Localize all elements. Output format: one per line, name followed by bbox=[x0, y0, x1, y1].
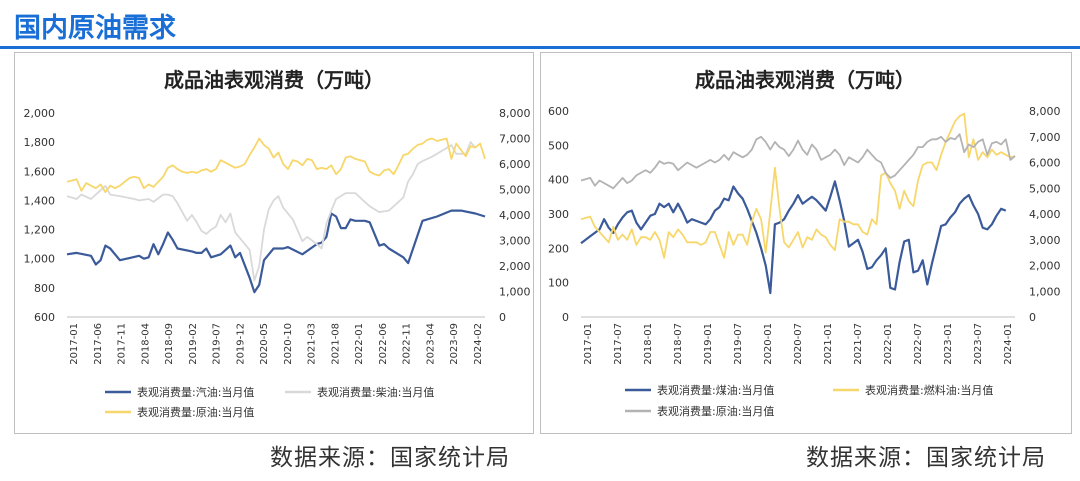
right-chart-ytick-right: 2,000 bbox=[1029, 260, 1061, 273]
right-chart-xtick: 2020-01 bbox=[763, 323, 774, 365]
left-chart-ytick-left: 1,600 bbox=[24, 165, 56, 178]
left-chart-series-3-line bbox=[66, 137, 486, 194]
right-chart-ytick-right: 0 bbox=[1029, 311, 1036, 324]
left-chart-ytick-right: 2,000 bbox=[499, 260, 531, 273]
left-chart-xtick: 2022-11 bbox=[402, 323, 413, 365]
title-rule bbox=[0, 46, 1080, 49]
right-chart-ytick-left: 100 bbox=[548, 277, 569, 290]
left-chart-series-2-line bbox=[66, 141, 477, 282]
right-chart-ytick-left: 500 bbox=[548, 139, 569, 152]
right-chart-series-3-line bbox=[580, 133, 1016, 190]
chart-panel-left: 成品油表观消费（万吨） 600 800 1,000 1,200 1,400 1,600 1,8… bbox=[14, 52, 534, 434]
left-chart-ytick-right: 1,000 bbox=[499, 286, 531, 299]
left-chart-xtick: 2018-09 bbox=[164, 323, 175, 365]
left-chart-ytick-left: 1,000 bbox=[24, 253, 56, 266]
left-chart-xtick: 2022-06 bbox=[378, 323, 389, 365]
left-chart-legend-label-3: 表观消费量:原油:当月值 bbox=[137, 405, 254, 419]
right-chart-legend-label-3: 表观消费量:原油:当月值 bbox=[657, 404, 774, 418]
left-chart-xtick: 2018-04 bbox=[140, 323, 151, 365]
right-chart-ytick-left: 600 bbox=[548, 105, 569, 118]
left-chart-ytick-right: 8,000 bbox=[499, 107, 531, 120]
left-chart-xtick: 2019-12 bbox=[235, 323, 246, 365]
left-chart-title: 成品油表观消费（万吨） bbox=[164, 68, 384, 92]
left-chart-ytick-left: 2,000 bbox=[24, 107, 56, 120]
left-chart-xtick: 2021-08 bbox=[330, 323, 341, 365]
left-chart-series-1-line bbox=[66, 209, 486, 294]
right-chart-xtick: 2017-07 bbox=[613, 323, 624, 365]
right-chart-ytick-right: 1,000 bbox=[1029, 285, 1061, 298]
left-chart-ytick-left: 1,200 bbox=[24, 224, 56, 237]
right-chart-ytick-left: 200 bbox=[548, 242, 569, 255]
left-chart-xtick: 2019-02 bbox=[188, 323, 199, 365]
left-chart-ytick-left: 600 bbox=[34, 311, 55, 324]
right-chart-xtick: 2019-07 bbox=[733, 323, 744, 365]
left-chart-xtick: 2020-05 bbox=[259, 323, 270, 365]
left-chart-xtick: 2023-04 bbox=[425, 323, 436, 365]
right-chart-xtick: 2023-01 bbox=[943, 323, 954, 365]
right-chart-series-2-line bbox=[580, 112, 1016, 259]
right-chart-xtick: 2023-07 bbox=[973, 323, 984, 365]
page-title: 国内原油需求 bbox=[14, 13, 176, 44]
left-chart-ytick-left: 1,800 bbox=[24, 136, 56, 149]
right-chart-ytick-left: 300 bbox=[548, 208, 569, 221]
left-chart-xtick: 2020-10 bbox=[283, 323, 294, 365]
left-chart-legend-label-1: 表观消费量:汽油:当月值 bbox=[137, 385, 254, 399]
right-chart-legend-label-1: 表观消费量:煤油:当月值 bbox=[657, 383, 774, 397]
left-chart-ytick-right: 4,000 bbox=[499, 209, 531, 222]
chart-left-svg: 成品油表观消费（万吨） 600 800 1,000 1,200 1,400 1,600 1,8… bbox=[24, 68, 531, 419]
left-chart-xtick: 2017-06 bbox=[93, 323, 104, 365]
right-chart-ytick-left: 400 bbox=[548, 174, 569, 187]
right-chart-xtick: 2024-01 bbox=[1003, 323, 1014, 365]
right-chart-ytick-right: 3,000 bbox=[1029, 234, 1061, 247]
right-chart-legend-label-2: 表观消费量:燃料油:当月值 bbox=[865, 383, 993, 397]
right-chart-ytick-right: 5,000 bbox=[1029, 182, 1061, 195]
left-chart-xtick: 2023-09 bbox=[449, 323, 460, 365]
right-chart-ytick-left: 0 bbox=[562, 311, 569, 324]
right-chart-xtick: 2020-07 bbox=[793, 323, 804, 365]
source-note-left: 数据来源：国家统计局 bbox=[270, 445, 510, 471]
right-chart-series-1-line bbox=[580, 180, 1007, 295]
left-chart-ytick-right: 0 bbox=[499, 311, 506, 324]
right-chart-ytick-right: 8,000 bbox=[1029, 105, 1061, 118]
left-chart-ytick-right: 3,000 bbox=[499, 235, 531, 248]
left-chart-xtick: 2022-01 bbox=[354, 323, 365, 365]
left-chart-xtick: 2019-07 bbox=[212, 323, 223, 365]
left-chart-ytick-right: 5,000 bbox=[499, 184, 531, 197]
left-chart-ytick-left: 1,400 bbox=[24, 194, 56, 207]
right-chart-title: 成品油表观消费（万吨） bbox=[695, 68, 915, 92]
left-chart-xtick: 2021-03 bbox=[307, 323, 318, 365]
right-chart-xtick: 2018-01 bbox=[643, 323, 654, 365]
left-chart-xtick: 2017-11 bbox=[117, 323, 128, 365]
chart-right-svg: 成品油表观消费（万吨） 0 100 200 300 400 500 600 0 1,000 2,00… bbox=[548, 68, 1061, 418]
right-chart-xtick: 2021-01 bbox=[823, 323, 834, 365]
left-chart-ytick-right: 6,000 bbox=[499, 158, 531, 171]
left-chart-xtick: 2017-01 bbox=[69, 323, 80, 365]
left-chart-ytick-left: 800 bbox=[34, 282, 55, 295]
right-chart-ytick-right: 4,000 bbox=[1029, 208, 1061, 221]
right-chart-xtick: 2019-01 bbox=[703, 323, 714, 365]
source-note-right: 数据来源：国家统计局 bbox=[806, 445, 1046, 471]
right-chart-xtick: 2017-01 bbox=[583, 323, 594, 365]
right-chart-ytick-right: 7,000 bbox=[1029, 131, 1061, 144]
chart-panel-right: 成品油表观消费（万吨） 0 100 200 300 400 500 600 0 1,000 2,00… bbox=[540, 52, 1072, 434]
right-chart-xtick: 2022-07 bbox=[913, 323, 924, 365]
left-chart-ytick-right: 7,000 bbox=[499, 133, 531, 146]
right-chart-xtick: 2022-01 bbox=[883, 323, 894, 365]
right-chart-ytick-right: 6,000 bbox=[1029, 157, 1061, 170]
left-chart-xtick: 2024-02 bbox=[473, 323, 484, 365]
right-chart-xtick: 2018-07 bbox=[673, 323, 684, 365]
right-chart-xtick: 2021-07 bbox=[853, 323, 864, 365]
left-chart-legend-label-2: 表观消费量:柴油:当月值 bbox=[317, 385, 434, 399]
